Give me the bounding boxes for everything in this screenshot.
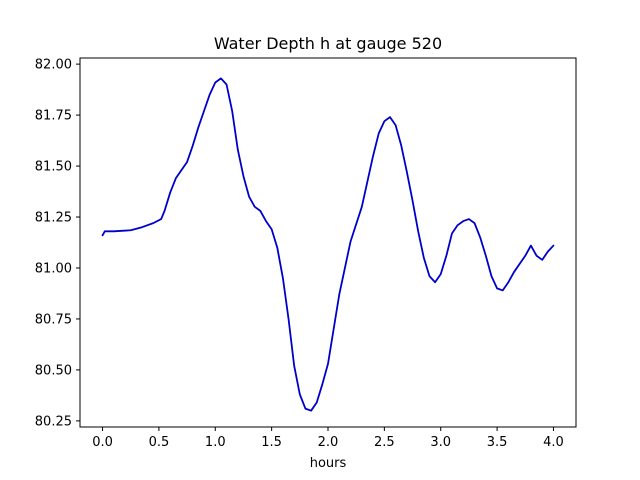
y-axis: 80.25 80.50 80.75 81.00 81.25 81.50 81.75 82.00 [35, 58, 80, 429]
plot-frame [79, 57, 577, 428]
x-tick-label: 3.0 [430, 435, 451, 450]
x-tick-label: 2.5 [374, 435, 395, 450]
plot-area [79, 57, 577, 428]
x-axis: 0.0 0.5 1.0 1.5 2.0 2.5 3.0 3.5 4.0 [92, 427, 564, 450]
x-axis-label: hours [310, 456, 347, 471]
y-tick-label: 82.00 [35, 58, 72, 73]
x-tick-label: 4.0 [543, 435, 564, 450]
x-tick-label: 3.5 [487, 435, 508, 450]
y-tick-label: 80.50 [35, 363, 72, 378]
x-tick-label: 1.0 [205, 435, 226, 450]
y-tick-label: 81.75 [35, 109, 72, 124]
series-line-0 [101, 77, 555, 412]
y-tick-label: 80.25 [35, 414, 72, 429]
y-tick-label: 81.50 [35, 160, 72, 175]
y-tick-label: 81.00 [35, 261, 72, 276]
y-tick-label: 81.25 [35, 211, 72, 226]
x-tick-label: 0.5 [149, 435, 170, 450]
chart-title: Water Depth h at gauge 520 [214, 34, 442, 53]
x-tick-label: 1.5 [261, 435, 282, 450]
x-tick-label: 2.0 [318, 435, 339, 450]
y-tick-label: 80.75 [35, 312, 72, 327]
x-tick-label: 0.0 [92, 435, 113, 450]
